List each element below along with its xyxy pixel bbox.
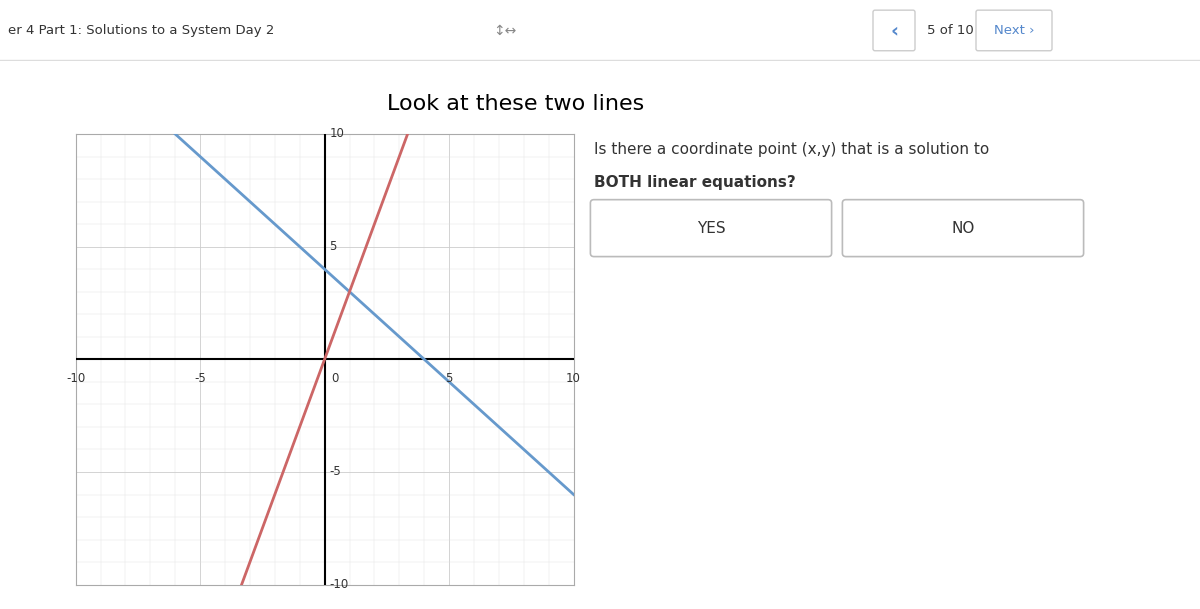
Text: 5: 5 <box>330 240 337 253</box>
Text: -10: -10 <box>330 578 349 591</box>
Text: ↕↔: ↕↔ <box>493 24 517 37</box>
Text: -10: -10 <box>66 371 85 385</box>
Text: Next ›: Next › <box>994 24 1034 37</box>
FancyBboxPatch shape <box>874 10 916 51</box>
Text: -5: -5 <box>194 371 206 385</box>
Text: 10: 10 <box>330 127 344 141</box>
Text: BOTH linear equations?: BOTH linear equations? <box>594 175 796 190</box>
Text: 5 of 10: 5 of 10 <box>926 24 973 37</box>
Text: 5: 5 <box>445 371 452 385</box>
Text: 10: 10 <box>566 371 581 385</box>
Text: -5: -5 <box>330 465 341 479</box>
FancyBboxPatch shape <box>842 200 1084 256</box>
Text: 0: 0 <box>331 371 338 385</box>
Text: er 4 Part 1: Solutions to a System Day 2: er 4 Part 1: Solutions to a System Day 2 <box>8 24 275 37</box>
FancyBboxPatch shape <box>976 10 1052 51</box>
Text: NO: NO <box>952 220 974 236</box>
FancyBboxPatch shape <box>590 200 832 256</box>
Text: ‹: ‹ <box>890 21 898 40</box>
Text: Look at these two lines: Look at these two lines <box>388 94 644 113</box>
Text: Is there a coordinate point (x,y) that is a solution to: Is there a coordinate point (x,y) that i… <box>594 141 989 157</box>
Text: YES: YES <box>697 220 725 236</box>
